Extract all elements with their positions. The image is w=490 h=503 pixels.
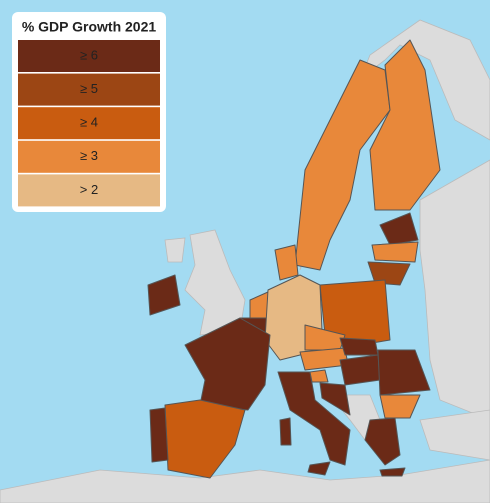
legend-label: ≥ 4 bbox=[80, 115, 98, 130]
legend-label: ≥ 6 bbox=[80, 47, 98, 62]
legend-label: > 2 bbox=[80, 182, 98, 197]
legend-title: % GDP Growth 2021 bbox=[22, 19, 157, 35]
country bbox=[319, 382, 351, 416]
country bbox=[274, 244, 299, 281]
eu-countries bbox=[147, 39, 441, 479]
country bbox=[379, 394, 421, 419]
country bbox=[339, 337, 379, 356]
legend-items: ≥ 6 ≥ 5 ≥ 4 ≥ 3 > 2 bbox=[18, 40, 160, 207]
country bbox=[377, 349, 431, 396]
country bbox=[309, 369, 329, 383]
country bbox=[379, 467, 406, 477]
country bbox=[369, 39, 441, 211]
country bbox=[364, 417, 401, 466]
legend-swatch bbox=[18, 140, 160, 173]
country bbox=[379, 212, 419, 246]
country bbox=[149, 407, 169, 463]
legend-label: ≥ 3 bbox=[80, 148, 98, 163]
country bbox=[367, 261, 411, 286]
legend-label: ≥ 5 bbox=[80, 81, 98, 96]
country bbox=[184, 317, 271, 411]
legend-swatch bbox=[18, 73, 160, 106]
country bbox=[307, 461, 331, 476]
country bbox=[147, 274, 181, 316]
country bbox=[279, 417, 292, 446]
country bbox=[339, 354, 381, 386]
legend-swatch bbox=[18, 40, 160, 72]
country bbox=[164, 399, 246, 479]
legend-swatch bbox=[18, 174, 160, 207]
country bbox=[371, 241, 419, 263]
legend-swatch bbox=[18, 107, 160, 140]
